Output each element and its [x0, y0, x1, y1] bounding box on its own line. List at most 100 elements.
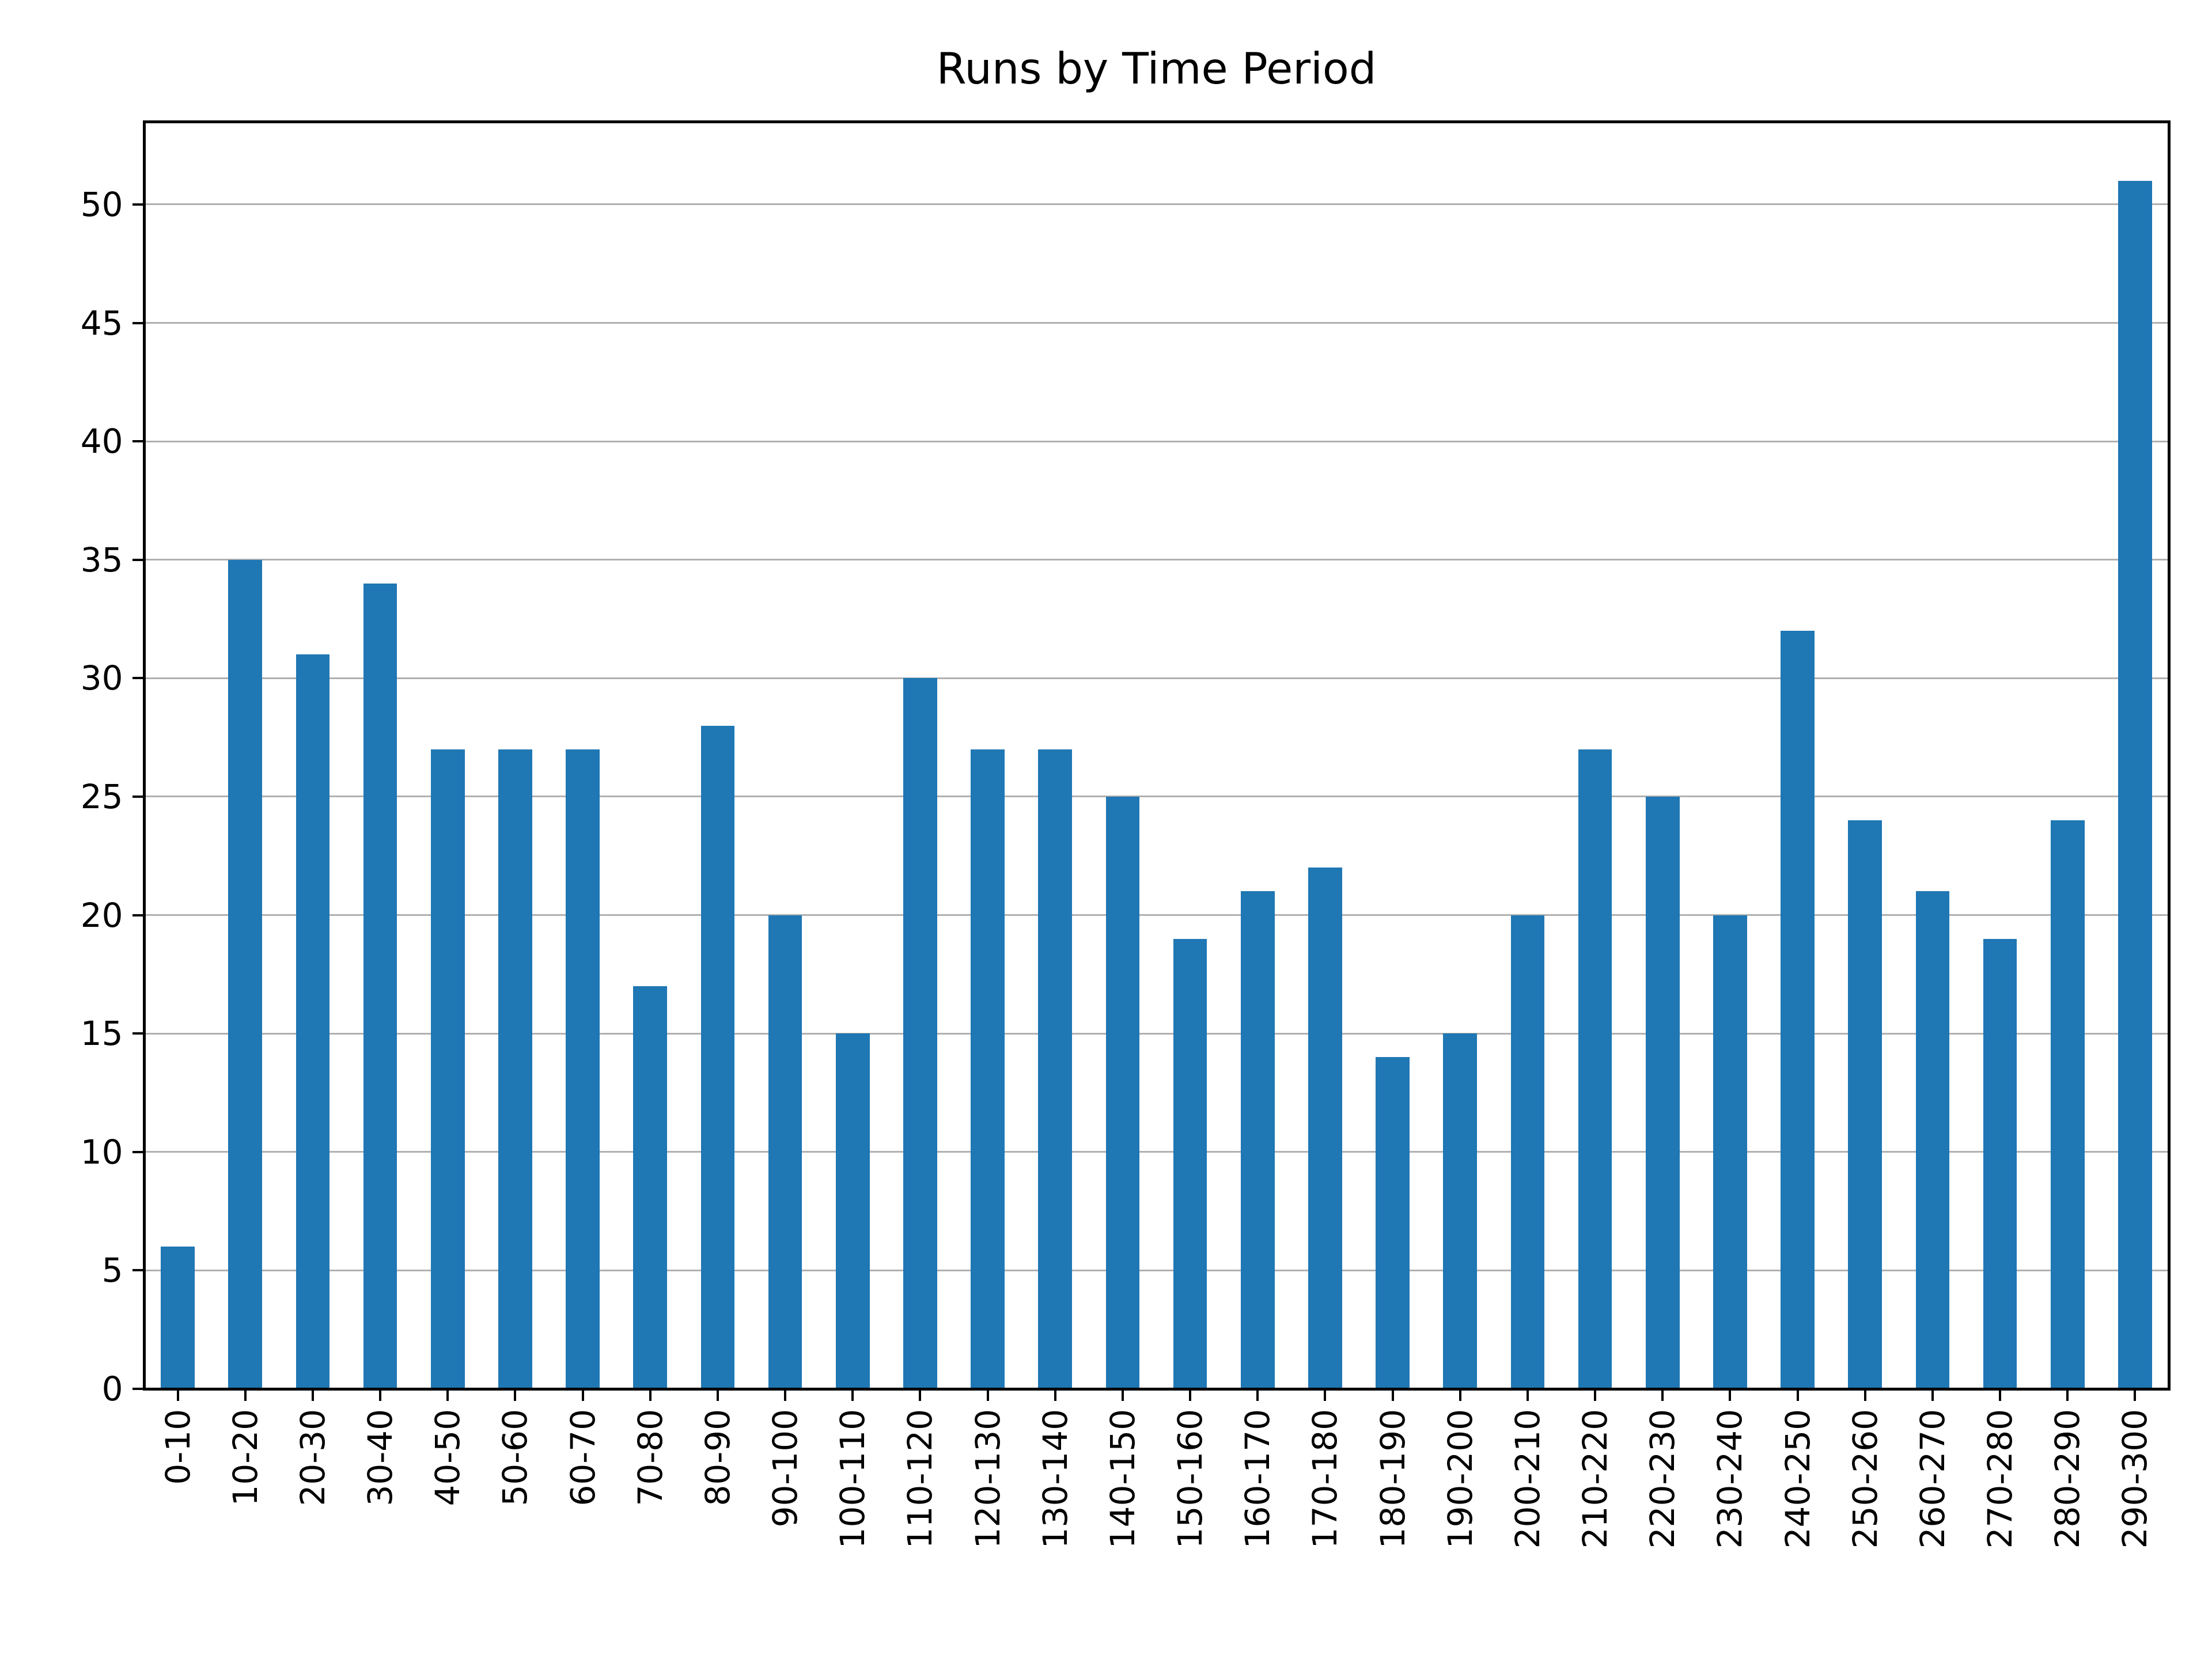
grid-line [144, 203, 2169, 206]
y-tick-label: 50 [80, 184, 123, 224]
x-tick-mark [1796, 1390, 1799, 1401]
x-tick-label: 170-180 [1305, 1408, 1345, 1548]
y-tick-mark [132, 914, 143, 916]
y-tick-mark [132, 795, 143, 798]
bar [1781, 631, 1815, 1389]
x-tick-label: 160-170 [1238, 1408, 1278, 1548]
grid-line [144, 322, 2169, 324]
y-tick-label: 20 [80, 895, 123, 935]
x-tick-label: 20-30 [293, 1408, 332, 1506]
bar [1578, 749, 1612, 1389]
bar [1645, 796, 1680, 1389]
bar [1308, 868, 1342, 1389]
y-tick-mark [132, 321, 143, 324]
y-tick-mark [132, 677, 143, 680]
bar [498, 749, 532, 1389]
bar [768, 915, 802, 1389]
x-tick-label: 80-90 [698, 1408, 737, 1506]
x-tick-mark [1729, 1390, 1732, 1401]
x-tick-label: 30-40 [361, 1408, 400, 1506]
y-tick-mark [132, 1269, 143, 1272]
y-tick-mark [132, 1388, 143, 1390]
bar [1443, 1033, 1478, 1389]
x-tick-label: 130-140 [1035, 1408, 1075, 1548]
x-tick-label: 100-110 [833, 1408, 873, 1548]
grid-line [144, 1032, 2169, 1035]
bar [1376, 1057, 1410, 1389]
bar [835, 1033, 870, 1389]
x-tick-label: 110-120 [900, 1408, 940, 1548]
x-tick-mark [176, 1390, 179, 1401]
bar [363, 583, 397, 1389]
chart-title: Runs by Time Period [936, 43, 1377, 94]
x-tick-mark [514, 1390, 517, 1401]
x-tick-label: 70-80 [630, 1408, 670, 1506]
y-tick-label: 35 [80, 540, 123, 579]
x-tick-label: 10-20 [225, 1408, 265, 1506]
x-tick-mark [379, 1390, 382, 1401]
x-tick-mark [1054, 1390, 1056, 1401]
y-tick-mark [132, 558, 143, 561]
x-tick-mark [446, 1390, 449, 1401]
x-tick-mark [244, 1390, 247, 1401]
bar [1510, 915, 1545, 1389]
grid-line [144, 796, 2169, 798]
x-tick-label: 40-50 [428, 1408, 468, 1506]
x-tick-mark [1256, 1390, 1259, 1401]
x-tick-label: 260-270 [1912, 1408, 1952, 1548]
x-tick-mark [1324, 1390, 1327, 1401]
x-tick-label: 0-10 [158, 1408, 198, 1485]
x-tick-mark [851, 1390, 854, 1401]
bar [2050, 820, 2085, 1389]
grid-line [144, 677, 2169, 679]
y-tick-label: 5 [101, 1251, 123, 1290]
bar [971, 749, 1005, 1389]
y-tick-label: 45 [80, 303, 123, 343]
x-tick-label: 200-210 [1508, 1408, 1547, 1548]
bar [1105, 796, 1140, 1389]
grid-line [144, 914, 2169, 916]
x-tick-mark [1459, 1390, 1461, 1401]
x-tick-label: 270-280 [1980, 1408, 2020, 1548]
x-tick-mark [1189, 1390, 1192, 1401]
y-tick-label: 40 [80, 422, 123, 461]
bar [633, 986, 668, 1389]
bar [1038, 749, 1073, 1389]
x-tick-label: 240-250 [1778, 1408, 1817, 1548]
bar [430, 749, 465, 1389]
x-tick-mark [1999, 1390, 2002, 1401]
bar [566, 749, 600, 1389]
x-tick-label: 120-130 [968, 1408, 1007, 1548]
y-tick-label: 15 [80, 1014, 123, 1054]
grid-line [144, 1151, 2169, 1153]
x-tick-mark [581, 1390, 584, 1401]
bar [700, 725, 735, 1389]
x-tick-label: 90-100 [766, 1408, 805, 1527]
x-tick-label: 140-150 [1103, 1408, 1142, 1548]
x-tick-mark [1931, 1390, 1934, 1401]
x-tick-mark [1863, 1390, 1866, 1401]
x-tick-mark [986, 1390, 989, 1401]
bar [1240, 891, 1275, 1389]
x-tick-label: 60-70 [563, 1408, 603, 1506]
bar [1848, 820, 1883, 1389]
y-tick-label: 30 [80, 658, 123, 698]
bar [1915, 891, 1950, 1389]
grid-line [144, 440, 2169, 442]
x-tick-mark [2134, 1390, 2137, 1401]
bar [1173, 938, 1207, 1389]
bar [1983, 938, 2017, 1389]
x-tick-label: 280-290 [2048, 1408, 2088, 1548]
bar [1713, 915, 1747, 1389]
x-tick-label: 150-160 [1171, 1408, 1210, 1548]
x-tick-mark [1121, 1390, 1124, 1401]
x-tick-mark [1391, 1390, 1394, 1401]
y-tick-label: 0 [101, 1369, 123, 1408]
x-tick-mark [311, 1390, 314, 1401]
x-tick-mark [784, 1390, 787, 1401]
y-tick-mark [132, 203, 143, 206]
x-tick-mark [919, 1390, 922, 1401]
y-tick-mark [132, 440, 143, 443]
x-tick-mark [716, 1390, 719, 1401]
